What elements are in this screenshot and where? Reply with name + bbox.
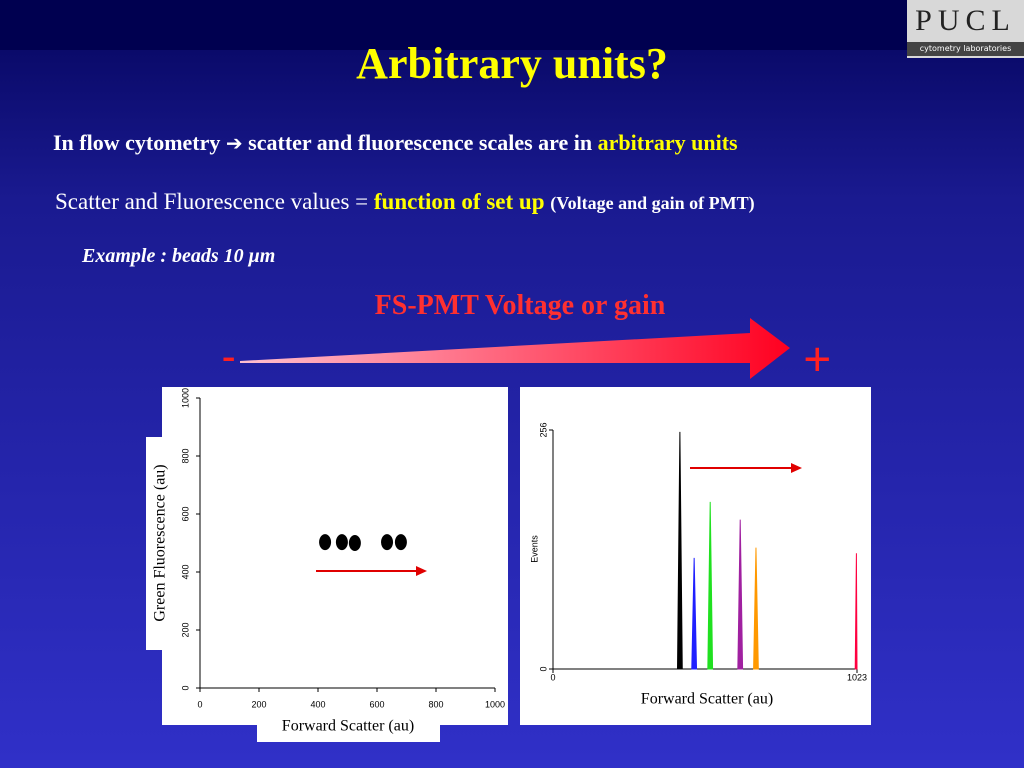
cluster	[348, 535, 361, 551]
minus: -	[222, 333, 236, 378]
panel	[162, 387, 508, 725]
y-tick-label: 800	[180, 448, 190, 463]
gain-label: FS-PMT Voltage or gain	[374, 290, 666, 321]
y-tick-label: 1000	[180, 388, 190, 408]
logo: PUCL cytometry laboratories	[907, 0, 1024, 58]
arrow	[416, 566, 427, 576]
text: Scatter and Fluorescence values =	[55, 189, 369, 214]
peak	[737, 519, 744, 670]
cluster	[381, 534, 394, 551]
y-tick-label: 256	[538, 422, 548, 437]
logo-sub: cytometry laboratories	[907, 42, 1024, 56]
x-tick-label: 400	[310, 699, 325, 709]
x-tick-label: 0	[550, 672, 555, 682]
y-axis-label: Green Fluorescence (au)	[152, 464, 169, 621]
arrow: ➔	[225, 131, 243, 155]
text: scatter and fluorescence scales are in	[248, 130, 593, 155]
line2: Scatter and Fluorescence values = functi…	[55, 189, 755, 215]
top-band	[0, 0, 1024, 50]
label-box	[257, 712, 440, 742]
peak	[707, 501, 714, 670]
x-axis-label: Forward Scatter (au)	[282, 718, 414, 735]
example: Example : beads 10 μm	[82, 245, 276, 267]
label-box	[146, 437, 175, 650]
x-tick-label: 0	[197, 699, 202, 709]
y-axis-label: Events	[529, 535, 539, 563]
cluster	[394, 534, 407, 551]
cluster	[319, 534, 332, 551]
peak	[677, 431, 683, 670]
x-tick-label: 200	[251, 699, 266, 709]
y-tick-label: 0	[538, 666, 548, 671]
line1: In flow cytometry ➔ scatter and fluoresc…	[53, 130, 738, 156]
x-tick-label: 1023	[847, 672, 867, 682]
note: (Voltage and gain of PMT)	[550, 193, 755, 213]
x-axis-label: Forward Scatter (au)	[641, 691, 773, 708]
y-tick-label: 600	[180, 506, 190, 521]
title: Arbitrary units?	[356, 39, 668, 88]
logo-name: PUCL	[915, 4, 1016, 37]
highlight: function of set up	[373, 189, 545, 214]
y-tick-label: 400	[180, 564, 190, 579]
highlight: arbitrary units	[597, 130, 738, 155]
x-tick-label: 800	[428, 699, 443, 709]
peak	[854, 553, 858, 670]
cluster	[335, 534, 348, 551]
y-tick-label: 200	[180, 622, 190, 637]
peak	[753, 547, 759, 670]
arrow	[791, 463, 802, 473]
peak	[691, 557, 698, 670]
plus: +	[803, 331, 832, 387]
text: In flow cytometry	[53, 130, 221, 155]
y-tick-label: 0	[180, 685, 190, 690]
panel	[520, 387, 871, 725]
gain-arrow	[240, 318, 790, 379]
x-tick-label: 600	[369, 699, 384, 709]
x-tick-label: 1000	[485, 699, 505, 709]
